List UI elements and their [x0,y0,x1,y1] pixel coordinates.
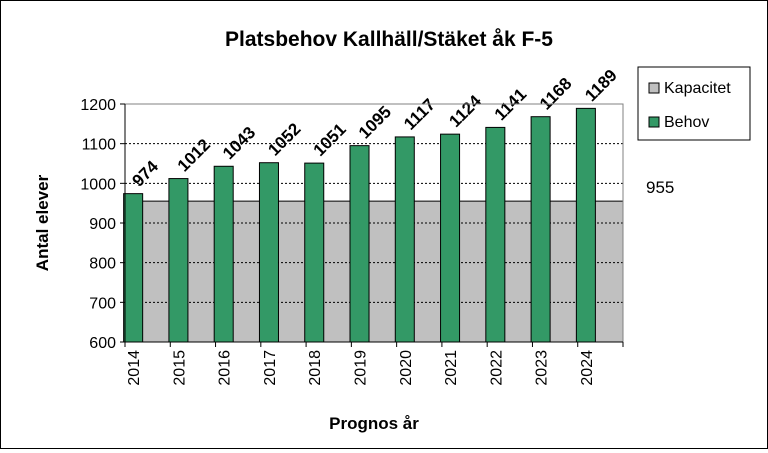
bar-behov-2023 [530,116,551,343]
x-tick-label-2020: 2020 [398,350,415,386]
x-tick-label-2018: 2018 [307,350,324,386]
x-tick-label-2021: 2021 [443,350,460,386]
y-tick-label: 1000 [80,176,116,193]
legend-label-kapacitet: Kapacitet [664,80,731,97]
bar-behov-2022 [485,126,506,343]
bar-behov-2015 [168,178,189,343]
bar-behov-2019 [349,145,370,343]
legend-swatch-behov [648,116,660,128]
capacity-annotation: 955 [646,178,674,197]
x-tick-label-2015: 2015 [171,350,188,386]
bar-behov-2017 [258,162,279,343]
x-tick-label-2019: 2019 [353,350,370,386]
bar-behov-2024 [575,107,596,343]
plot-area: 974 1012 1043 1052 1051 1095 1117 1124 1141 1168 1… [80,66,624,386]
y-tick-label: 900 [89,216,116,233]
legend-swatch-kapacitet [648,82,660,94]
x-tick-label-2014: 2014 [126,350,143,386]
x-tick-label-2023: 2023 [534,350,551,386]
y-tick-label: 1200 [80,97,116,114]
y-tick-label: 700 [89,295,116,312]
y-axis-title: Antal elever [33,174,52,271]
data-label-2024: 1189 [581,66,621,106]
bar-behov-2020 [394,136,415,343]
legend-box [637,66,751,141]
legend-label-behov: Behov [664,114,709,131]
x-tick-label-2022: 2022 [488,350,505,386]
x-tick-label-2017: 2017 [262,350,279,386]
legend: Kapacitet Behov [637,66,751,141]
y-tick-label: 1100 [82,137,117,154]
chart-title: Platsbehov Kallhäll/Stäket åk F-5 [225,28,553,51]
y-tick-label: 600 [89,335,116,352]
x-tick-label-2016: 2016 [217,350,234,386]
y-tick-label: 800 [89,256,116,273]
bar-behov-2014 [123,193,144,343]
x-tick-label-2024: 2024 [579,350,596,386]
bar-behov-2018 [304,162,325,343]
bar-behov-2021 [440,133,461,343]
bar-behov-2016 [213,165,234,343]
x-axis-title: Prognos år [329,414,419,433]
